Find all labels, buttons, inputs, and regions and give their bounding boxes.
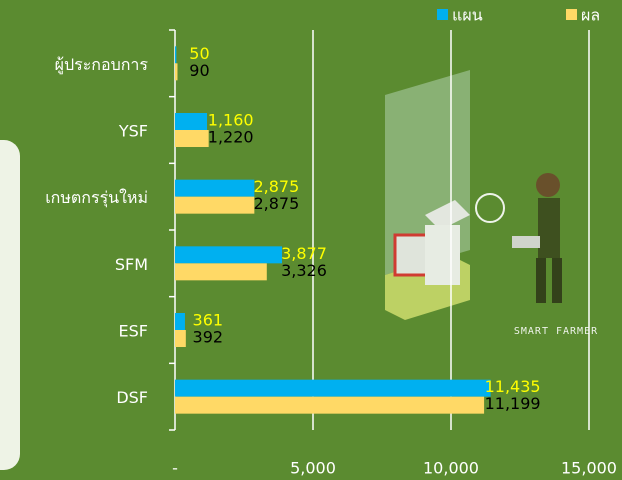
annotation: SMART FARMER [514,326,598,337]
bar [175,397,484,414]
y-tick-label: ESF [119,322,148,341]
legend-label: ผล [581,6,600,25]
y-tick-label: เกษตกรรุ่นใหม่ [45,188,148,208]
bar [175,63,177,80]
y-tick-label: DSF [116,388,148,407]
x-tick-label: 5,000 [290,459,336,478]
bar [175,130,209,147]
bar [175,113,207,130]
bar [175,330,186,347]
illustration: SMART FARMER [385,70,598,337]
value-label: 392 [193,328,224,347]
x-tick-label: - [172,459,178,478]
bar [175,46,176,63]
bar [175,197,254,214]
side-panel [0,140,20,470]
legend-swatch [437,9,448,20]
y-tick-label: YSF [118,122,148,141]
chart: SMART FARMER - 5,000 10,000 15,000 ผู้ประกอบ… [0,0,622,480]
bar [175,313,185,330]
value-label: 3,326 [281,261,327,280]
bar [175,180,254,197]
bar [175,246,282,263]
value-label: 90 [189,61,209,80]
x-tick-label: 15,000 [561,459,617,478]
legend-label: แผน [452,6,483,25]
value-label: 1,220 [208,128,254,147]
x-tick-label: 10,000 [423,459,479,478]
legend-swatch [566,9,577,20]
bar [175,380,491,397]
y-tick-label: ผู้ประกอบการ [55,55,149,75]
bar [175,263,267,280]
value-label: 2,875 [253,194,299,213]
value-label: 11,199 [485,394,541,413]
y-tick-label: SFM [115,255,148,274]
